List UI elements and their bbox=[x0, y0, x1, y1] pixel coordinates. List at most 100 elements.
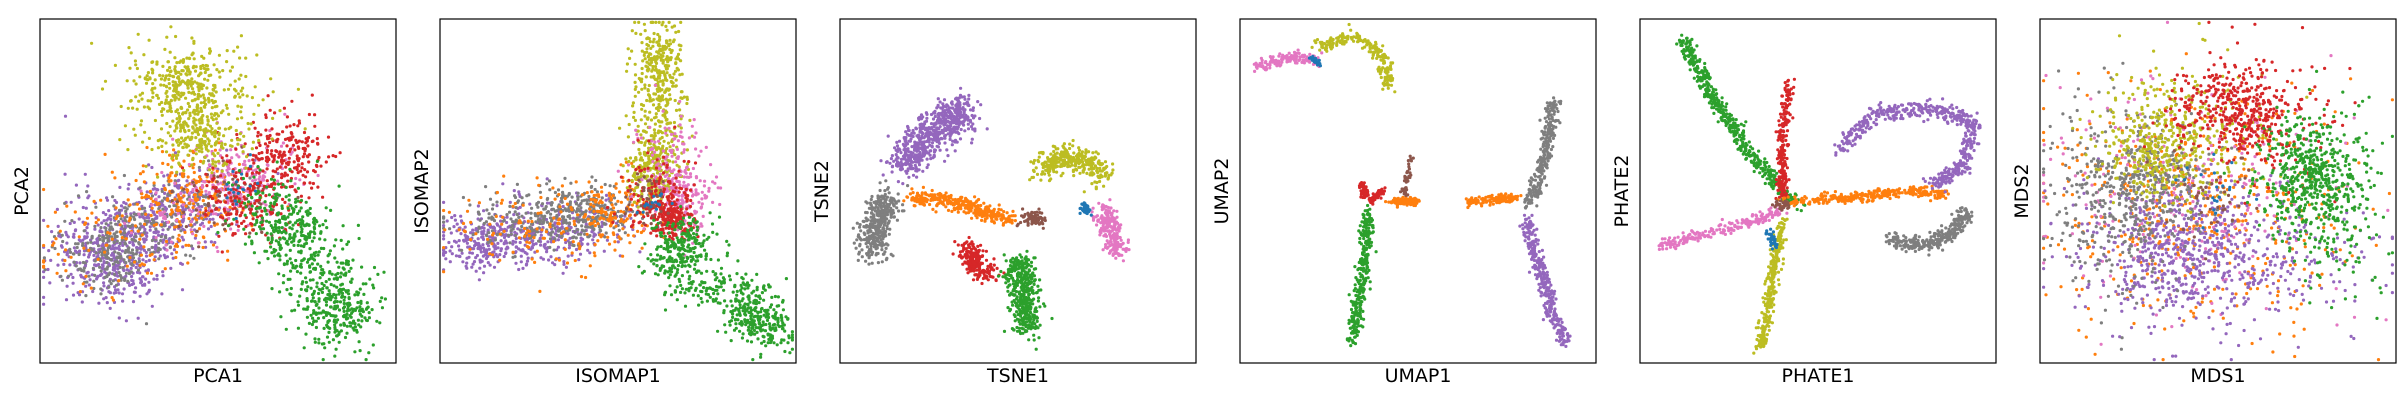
data-point-purple bbox=[564, 240, 568, 245]
data-point-olive bbox=[164, 150, 169, 154]
data-point-gray bbox=[164, 236, 168, 240]
data-point-gray bbox=[96, 244, 101, 248]
data-point-olive bbox=[187, 128, 191, 133]
data-point-gray bbox=[549, 233, 553, 237]
data-point-green bbox=[254, 192, 258, 196]
data-point-olive bbox=[145, 77, 149, 81]
data-point-orange bbox=[572, 222, 577, 226]
data-point-olive bbox=[670, 25, 674, 29]
data-point-green bbox=[328, 249, 332, 253]
data-point-red bbox=[282, 106, 286, 110]
data-point-orange bbox=[576, 213, 580, 217]
data-point-green bbox=[350, 277, 354, 281]
data-point-green bbox=[281, 183, 285, 187]
data-point-olive bbox=[663, 76, 668, 80]
data-point-gray bbox=[106, 249, 110, 253]
data-point-olive bbox=[197, 82, 201, 86]
data-point-gray bbox=[171, 235, 175, 239]
data-point-orange bbox=[526, 219, 530, 223]
data-point-purple bbox=[80, 300, 84, 304]
data-point-olive bbox=[278, 109, 282, 113]
data-point-green bbox=[281, 281, 285, 285]
data-point-olive bbox=[142, 53, 146, 57]
data-point-red bbox=[228, 160, 232, 164]
data-point-purple bbox=[157, 195, 161, 199]
data-point-olive bbox=[676, 68, 681, 72]
data-point-olive bbox=[179, 72, 183, 76]
data-point-green bbox=[261, 227, 266, 231]
data-point-red bbox=[283, 200, 287, 204]
data-point-red bbox=[291, 143, 295, 147]
data-point-orange bbox=[599, 216, 603, 220]
data-point-green bbox=[316, 316, 320, 320]
data-point-olive bbox=[637, 20, 641, 24]
data-point-purple bbox=[145, 234, 149, 238]
data-point-orange bbox=[149, 213, 153, 218]
data-point-purple bbox=[457, 244, 461, 248]
data-point-green bbox=[289, 269, 293, 273]
data-point-purple bbox=[459, 232, 463, 236]
data-point-gray bbox=[99, 287, 103, 291]
data-point-orange bbox=[138, 237, 142, 241]
data-point-red bbox=[306, 144, 310, 148]
data-point-olive bbox=[637, 147, 641, 152]
data-point-olive bbox=[661, 20, 665, 24]
data-point-pink bbox=[276, 179, 280, 183]
data-point-red bbox=[327, 155, 331, 159]
data-point-green bbox=[363, 316, 367, 320]
data-point-orange bbox=[114, 206, 118, 210]
data-point-purple bbox=[46, 267, 50, 272]
data-point-purple bbox=[101, 211, 105, 215]
data-point-olive bbox=[667, 87, 671, 91]
data-point-olive bbox=[184, 96, 188, 100]
data-point-olive bbox=[173, 65, 177, 69]
data-point-olive bbox=[186, 108, 190, 112]
data-point-pink bbox=[204, 189, 208, 193]
data-point-orange bbox=[500, 198, 504, 202]
data-point-orange bbox=[610, 203, 614, 207]
data-point-olive bbox=[659, 79, 663, 83]
data-point-green bbox=[334, 293, 338, 297]
data-point-red bbox=[319, 164, 323, 168]
data-point-green bbox=[241, 176, 245, 181]
data-point-olive bbox=[174, 71, 178, 75]
data-point-purple bbox=[452, 225, 456, 229]
data-point-orange bbox=[599, 235, 603, 239]
data-point-olive bbox=[199, 101, 203, 105]
data-point-purple bbox=[71, 281, 75, 285]
data-point-green bbox=[287, 198, 291, 202]
data-point-green bbox=[312, 311, 316, 315]
data-point-pink bbox=[229, 227, 233, 231]
data-point-olive bbox=[271, 90, 275, 94]
data-point-purple bbox=[519, 260, 523, 264]
data-point-blue bbox=[225, 196, 229, 200]
data-point-olive bbox=[208, 92, 212, 96]
data-point-orange bbox=[488, 252, 492, 256]
data-point-olive bbox=[206, 118, 210, 122]
data-point-gray bbox=[248, 176, 252, 180]
data-point-olive bbox=[627, 122, 631, 127]
data-point-green bbox=[364, 358, 368, 362]
data-point-green bbox=[290, 309, 294, 313]
data-point-gray bbox=[112, 241, 116, 245]
data-point-green bbox=[252, 251, 256, 255]
data-point-gray bbox=[524, 211, 528, 215]
data-point-orange bbox=[613, 215, 617, 220]
data-point-purple bbox=[454, 254, 458, 258]
data-point-green bbox=[319, 311, 323, 315]
data-point-gray bbox=[133, 217, 137, 222]
data-point-gray bbox=[578, 209, 582, 213]
data-point-orange bbox=[621, 254, 625, 258]
data-point-orange bbox=[152, 181, 156, 185]
data-point-gray bbox=[508, 241, 512, 245]
data-point-olive bbox=[186, 86, 190, 90]
data-point-purple bbox=[211, 217, 215, 221]
data-point-green bbox=[300, 230, 304, 234]
data-point-olive bbox=[228, 83, 232, 87]
data-point-gray bbox=[115, 256, 119, 260]
data-point-purple bbox=[453, 218, 457, 222]
data-point-red bbox=[264, 194, 268, 198]
data-point-olive bbox=[246, 121, 250, 126]
data-point-purple bbox=[162, 253, 166, 257]
data-point-olive bbox=[167, 73, 171, 77]
